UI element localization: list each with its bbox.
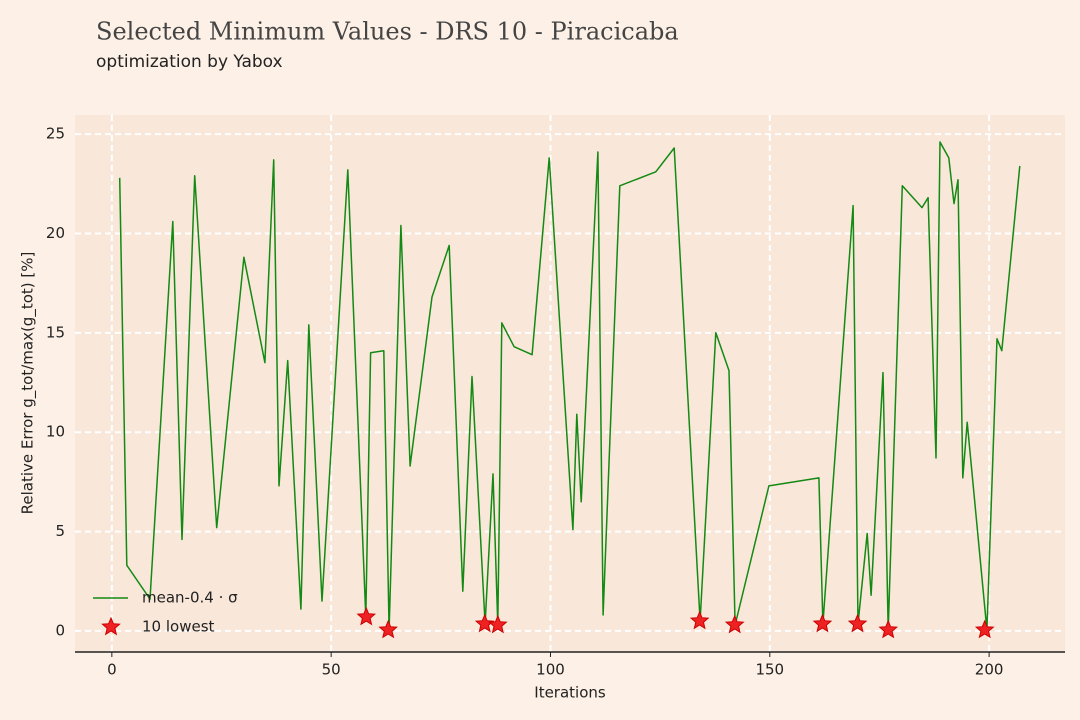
- legend-label: mean-0.4 · σ: [142, 589, 238, 607]
- star-marker: [878, 619, 899, 639]
- x-tick-label: 0: [107, 661, 117, 679]
- plot-area: [75, 115, 1065, 652]
- star-marker: [689, 610, 710, 630]
- star-marker: [724, 614, 745, 634]
- y-tick-label: 0: [55, 621, 65, 639]
- star-marker: [974, 619, 995, 639]
- x-tick-label: 100: [536, 661, 565, 679]
- star-marker: [847, 613, 868, 633]
- y-tick-label: 5: [55, 522, 65, 540]
- star-marker: [488, 614, 508, 634]
- star-marker: [474, 613, 495, 633]
- y-tick-label: 10: [46, 423, 65, 441]
- legend-marker: [101, 616, 121, 636]
- chart-subtitle: optimization by Yabox: [96, 52, 283, 72]
- x-tick-label: 50: [322, 661, 341, 679]
- line: [118, 141, 1021, 631]
- y-tick-label: 25: [46, 125, 65, 143]
- star-marker: [812, 613, 833, 633]
- legend-label: 10 lowest: [142, 618, 215, 636]
- x-axis-label: Iterations: [534, 684, 606, 702]
- y-tick-label: 20: [46, 224, 65, 242]
- star-marker: [356, 606, 377, 626]
- x-tick-label: 200: [975, 661, 1004, 679]
- x-tick-label: 150: [755, 661, 784, 679]
- y-tick-label: 15: [46, 323, 65, 341]
- chart-title: Selected Minimum Values - DRS 10 - Pirac…: [96, 18, 679, 46]
- y-axis-label: Relative Error g_tot/max(g_tot) [%]: [19, 252, 38, 515]
- star-marker: [378, 619, 398, 639]
